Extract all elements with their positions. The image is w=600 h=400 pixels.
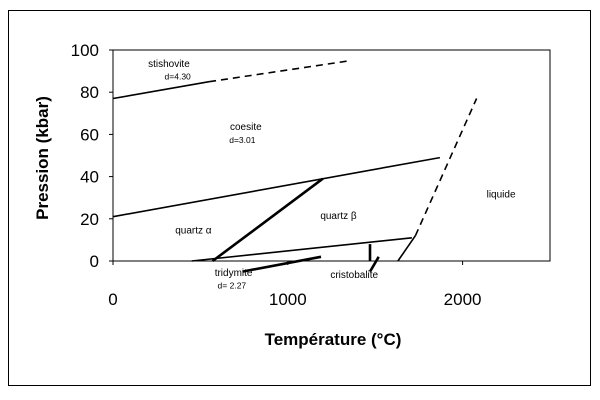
phase-boundary-line-5 (191, 237, 412, 262)
phase-boundary-line-8 (368, 256, 380, 273)
y-tick-label: 100 (71, 41, 99, 60)
y-tick-label: 60 (80, 125, 99, 144)
region-label-stishovite: stishovite (148, 59, 190, 70)
figure-frame (8, 10, 591, 386)
y-tick-label: 40 (80, 168, 99, 187)
y-tick-label: 20 (80, 210, 99, 229)
plot-area (112, 49, 551, 262)
x-axis-title: Température (°C) (265, 330, 402, 349)
region-label-tridymite: tridymite (215, 268, 253, 279)
region-labels: stishovite d=4.30 coesite d=3.01 quartz α qua… (148, 59, 516, 291)
region-label-coesite: coesite (230, 122, 262, 133)
x-tick-label: 2000 (444, 290, 482, 309)
region-label-cristobalite: cristobalite (330, 270, 378, 281)
x-tick-label: 0 (108, 290, 117, 309)
x-tick-label: 1000 (269, 290, 307, 309)
region-density-stishovite: d=4.30 (165, 72, 192, 82)
y-axis-title: Pression (kbar) (33, 96, 52, 220)
region-label-quartz-alpha: quartz α (175, 226, 212, 237)
phase-boundary-line-1 (112, 80, 210, 100)
region-label-liquide: liquide (487, 190, 516, 201)
phase-boundary-line-7 (242, 255, 322, 273)
y-tick-label: 80 (80, 83, 99, 102)
y-tick-label: 0 (90, 252, 99, 271)
region-label-quartz-beta: quartz β (320, 211, 357, 222)
region-density-coesite: d=3.01 (229, 135, 256, 145)
series-layer (112, 59, 478, 273)
phase-boundary-line-4 (211, 177, 324, 263)
phase-boundary-line-3 (112, 156, 441, 218)
region-density-tridymite: d= 2.27 (218, 280, 247, 290)
phase-boundary-line-10 (414, 98, 478, 237)
phase-boundary-line-9 (397, 235, 417, 262)
phase-boundary-line-2 (208, 59, 351, 83)
